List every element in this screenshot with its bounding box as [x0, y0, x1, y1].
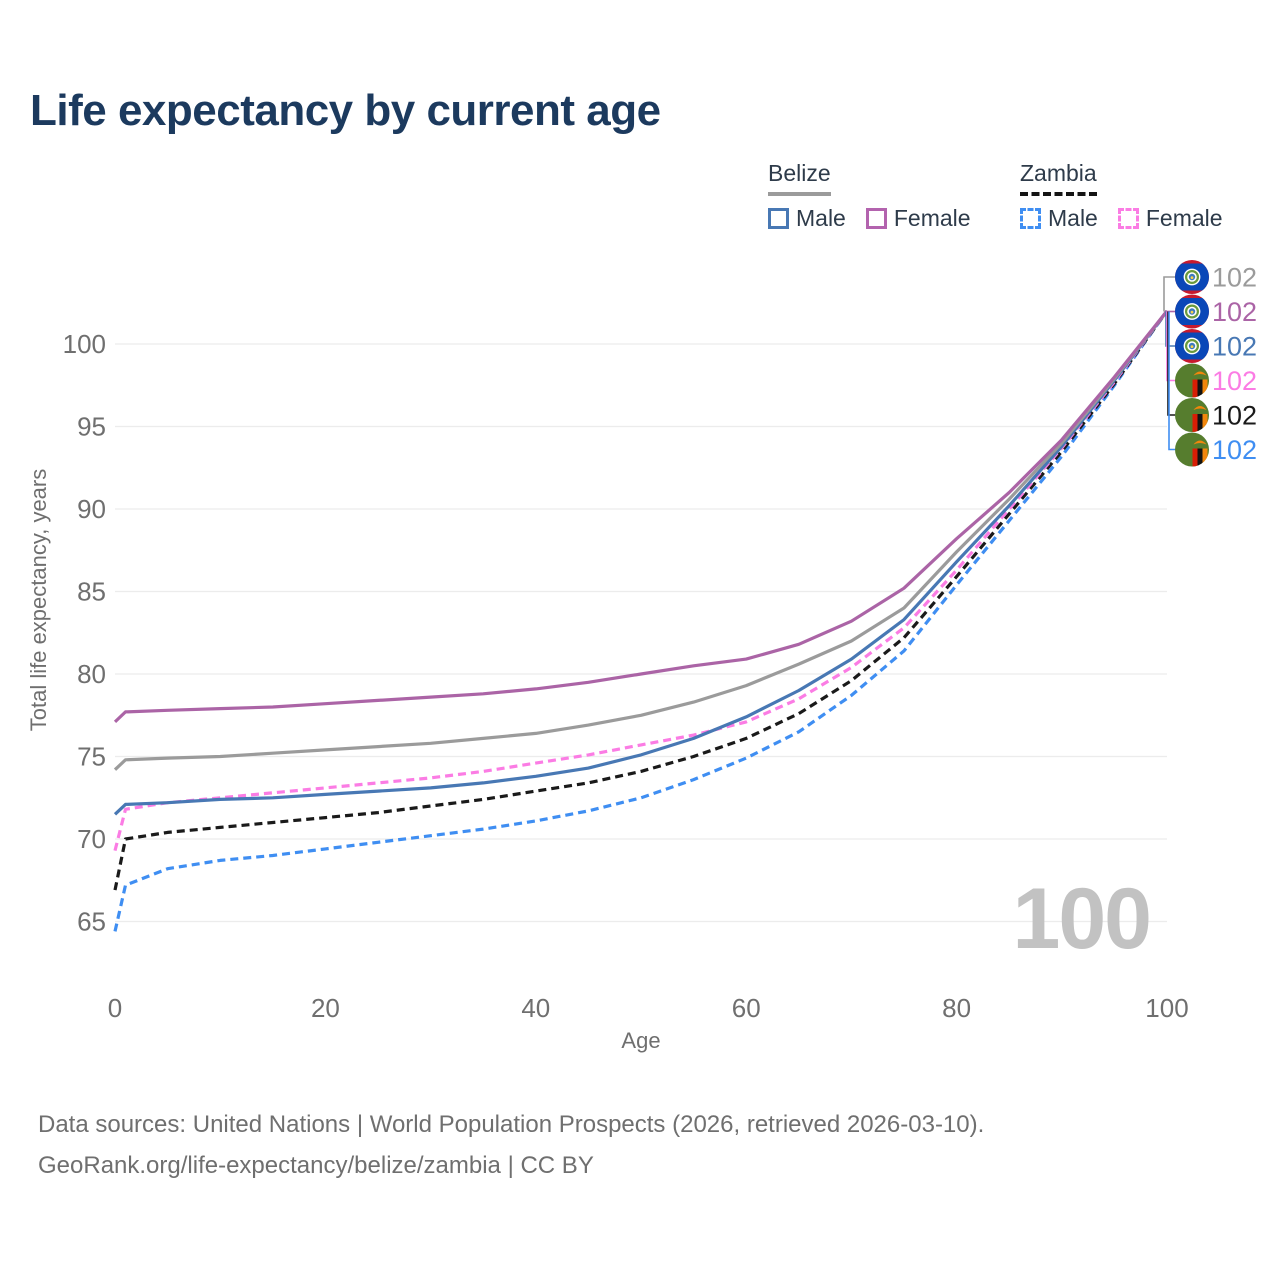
y-tick-75: 75: [77, 742, 106, 772]
x-tick-0: 0: [108, 993, 122, 1023]
y-tick-90: 90: [77, 494, 106, 524]
x-axis-label: Age: [621, 1028, 660, 1053]
zambia-male-label: Male: [1048, 205, 1098, 231]
x-tick-100: 100: [1145, 993, 1188, 1023]
end-connector-zambia-female: [1166, 311, 1175, 382]
series-line-belize-all[interactable]: [113, 310, 1169, 771]
end-connector-belize-male: [1165, 311, 1175, 347]
end-value-label-zambia-female: 102: [1212, 366, 1257, 396]
belize-male-swatch: [768, 208, 789, 229]
footer-url-license: GeoRank.org/life-expectancy/belize/zambi…: [38, 1152, 594, 1179]
zambia-male-swatch: [1020, 208, 1041, 229]
y-tick-100: 100: [63, 329, 106, 359]
end-value-label-zambia-all: 102: [1212, 401, 1257, 431]
end-connector-zambia-all: [1167, 311, 1175, 416]
x-tick-80: 80: [942, 993, 971, 1023]
y-tick-70: 70: [77, 824, 106, 854]
legend-items-zambia: Male Female: [1020, 205, 1223, 232]
zambia-female-label: Female: [1145, 205, 1223, 231]
legend-group-zambia: Zambia Male Female: [1020, 160, 1223, 232]
x-tick-60: 60: [732, 993, 761, 1023]
y-tick-85: 85: [77, 577, 106, 607]
belize-female-swatch: [865, 208, 887, 229]
y-tick-95: 95: [77, 412, 106, 442]
legend-item-belize-female[interactable]: Female: [865, 205, 971, 232]
legend-header-zambia[interactable]: Zambia: [1020, 160, 1097, 196]
end-value-label-belize-all: 102: [1212, 263, 1257, 293]
legend-item-zambia-female[interactable]: Female: [1117, 205, 1223, 232]
end-value-label-zambia-male: 102: [1212, 435, 1257, 465]
zambia-female-swatch: [1117, 208, 1139, 229]
series-line-zambia-male[interactable]: [113, 310, 1169, 932]
zambia-flag-icon[interactable]: [1175, 432, 1209, 467]
end-value-label-belize-male: 102: [1212, 332, 1257, 362]
y-tick-80: 80: [77, 659, 106, 689]
belize-flag-icon[interactable]: [1175, 260, 1209, 294]
zambia-flag-icon[interactable]: [1175, 363, 1209, 398]
legend-item-zambia-male[interactable]: Male: [1020, 205, 1098, 232]
belize-flag-icon[interactable]: [1175, 329, 1209, 363]
belize-male-label: Male: [796, 205, 846, 231]
footer-credits: Data sources: United Nations | World Pop…: [38, 1104, 984, 1186]
chart-title: Life expectancy by current age: [30, 86, 661, 135]
legend-header-belize[interactable]: Belize: [768, 160, 831, 196]
zambia-flag-icon[interactable]: [1175, 398, 1209, 432]
end-value-label-belize-female: 102: [1212, 297, 1257, 327]
x-tick-20: 20: [311, 993, 340, 1023]
legend-group-belize: Belize Male Female: [768, 160, 971, 232]
age-watermark: 100: [1013, 871, 1151, 967]
footer-data-sources: Data sources: United Nations | World Pop…: [38, 1111, 985, 1138]
belize-female-label: Female: [893, 205, 971, 231]
series-line-belize-female[interactable]: [113, 310, 1169, 724]
belize-flag-icon[interactable]: [1175, 294, 1209, 329]
end-connector-zambia-male: [1168, 311, 1175, 451]
series-line-zambia-female[interactable]: [113, 310, 1169, 851]
series-line-zambia-all[interactable]: [113, 310, 1169, 891]
y-axis-label: Total life expectancy, years: [26, 469, 51, 732]
x-tick-40: 40: [521, 993, 550, 1023]
legend-item-belize-male[interactable]: Male: [768, 205, 846, 232]
series-line-belize-male[interactable]: [113, 310, 1169, 816]
legend-items-belize: Male Female: [768, 205, 971, 232]
end-connector-belize-all: [1163, 276, 1175, 312]
y-tick-65: 65: [77, 907, 106, 937]
